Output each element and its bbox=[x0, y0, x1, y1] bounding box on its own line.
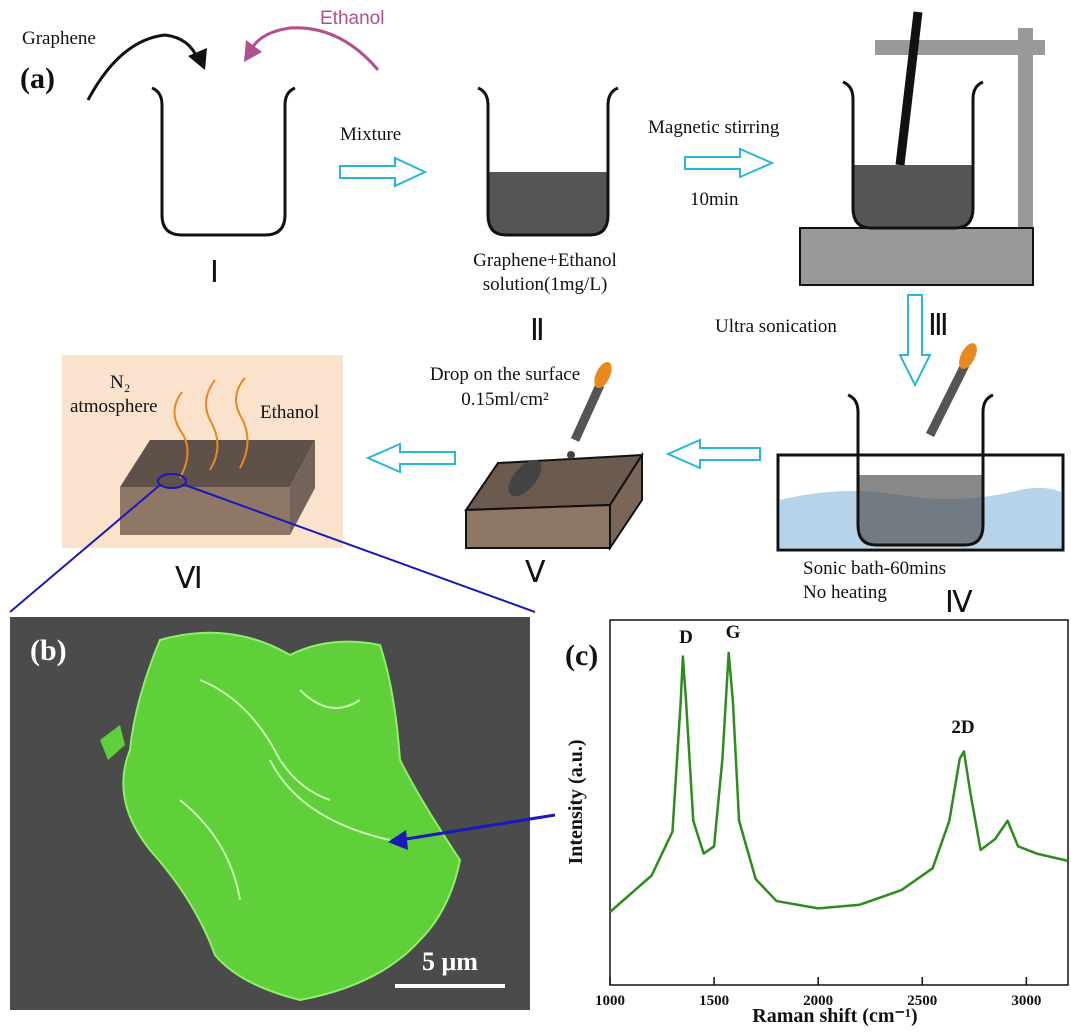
arrow bbox=[900, 295, 930, 385]
y-axis-label: Intensity (a.u.) bbox=[565, 739, 587, 864]
dropper bbox=[930, 340, 981, 435]
figure: (a) Graphene Ethanol Ⅰ Mixture Graphene+… bbox=[0, 0, 1071, 1032]
stand-pole bbox=[1018, 28, 1033, 230]
solution-label: solution(1mg/L) bbox=[483, 274, 608, 295]
drop-label: 0.15ml/cm² bbox=[461, 389, 549, 410]
ethanol-out-label: Ethanol bbox=[260, 402, 319, 423]
liquid bbox=[488, 172, 608, 235]
block-front bbox=[466, 505, 610, 548]
x-tick-label: 1500 bbox=[699, 993, 729, 1009]
drop-label: Drop on the surface bbox=[430, 364, 580, 385]
x-tick-label: 1000 bbox=[595, 993, 625, 1009]
stand-base bbox=[800, 228, 1033, 285]
arrow bbox=[668, 440, 760, 468]
n2-label: N₂ bbox=[110, 372, 130, 393]
atmosphere-label: atmosphere bbox=[70, 396, 158, 417]
graphene-label: Graphene bbox=[22, 28, 96, 49]
mixture-label: Mixture bbox=[340, 124, 401, 145]
x-tick-label: 3000 bbox=[1011, 993, 1041, 1009]
block-front bbox=[120, 487, 290, 535]
bath-label: No heating bbox=[803, 582, 887, 603]
step-label: Ⅰ bbox=[210, 256, 219, 289]
arrow bbox=[88, 35, 198, 100]
step-label: Ⅲ bbox=[928, 309, 949, 342]
ethanol-label: Ethanol bbox=[320, 8, 384, 29]
bath-label: Sonic bath-60mins bbox=[803, 558, 946, 579]
time-label: 10min bbox=[690, 189, 739, 210]
liquid bbox=[858, 475, 983, 545]
panel-label: (a) bbox=[20, 62, 55, 95]
arrowhead bbox=[188, 48, 207, 70]
arrow bbox=[252, 28, 378, 70]
solution-label: Graphene+Ethanol bbox=[473, 250, 617, 271]
peak-label: G bbox=[726, 622, 741, 643]
x-tick-label: 2000 bbox=[803, 993, 833, 1009]
step-label: Ⅳ bbox=[945, 586, 973, 619]
x-axis-label: Raman shift (cm⁻¹) bbox=[752, 1005, 917, 1027]
arrow bbox=[368, 444, 455, 472]
step-label: Ⅴ bbox=[525, 556, 546, 589]
liquid bbox=[853, 165, 973, 228]
panel-label: (b) bbox=[30, 634, 67, 667]
peak-label: 2D bbox=[951, 717, 974, 738]
arrowhead bbox=[244, 40, 262, 62]
spectrum-line bbox=[610, 653, 1068, 912]
stir-rod bbox=[900, 12, 918, 165]
chart-title: (c) bbox=[565, 639, 598, 672]
step-label: Ⅱ bbox=[530, 314, 545, 347]
arrow bbox=[340, 158, 425, 186]
plot-frame bbox=[610, 620, 1068, 985]
x-tick-label: 2500 bbox=[907, 993, 937, 1009]
sonication-label: Ultra sonication bbox=[715, 316, 837, 337]
peak-label: D bbox=[679, 627, 693, 648]
arrow bbox=[685, 149, 772, 177]
stirring-label: Magnetic stirring bbox=[648, 117, 780, 138]
step-label: Ⅵ bbox=[175, 562, 203, 595]
beaker bbox=[152, 88, 295, 235]
scale-label: 5 μm bbox=[422, 947, 478, 976]
